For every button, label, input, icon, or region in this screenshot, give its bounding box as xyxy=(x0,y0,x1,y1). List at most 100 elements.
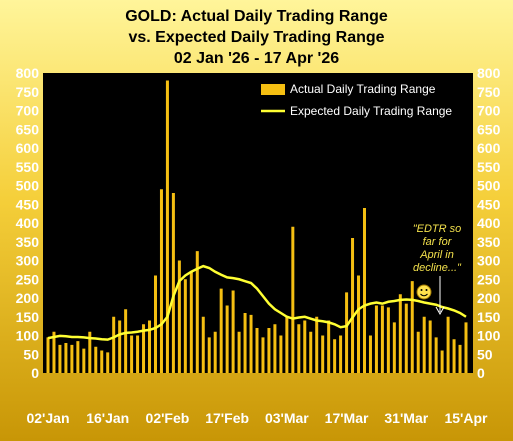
bar xyxy=(458,344,462,374)
x-axis: 02'Jan 16'Jan 02'Feb 17'Feb 03'Mar 17'Mar 31'M… xyxy=(26,410,488,426)
legend-bar-swatch xyxy=(261,84,285,95)
bar xyxy=(345,292,349,374)
bar xyxy=(130,335,134,373)
annotation-line-1: "EDTR so xyxy=(413,223,462,235)
annotation: "EDTR so far for April in decline..." xyxy=(413,223,462,316)
chart-title-line-1: GOLD: Actual Daily Trading Range xyxy=(125,8,388,25)
x-tick-label: 16'Jan xyxy=(86,410,129,426)
bar xyxy=(291,226,295,373)
x-tick-label: 02'Jan xyxy=(26,410,69,426)
y-tick-label-right: 0 xyxy=(477,365,485,381)
bar xyxy=(410,281,414,374)
y-tick-label-left: 350 xyxy=(16,234,40,250)
legend-line-label: Expected Daily Trading Range xyxy=(290,104,452,118)
bar xyxy=(392,322,396,374)
bar xyxy=(273,324,277,373)
bar xyxy=(136,335,140,373)
bar xyxy=(404,303,408,374)
bar xyxy=(386,307,390,374)
bar xyxy=(207,337,211,374)
bar xyxy=(159,189,163,373)
y-tick-label-right: 500 xyxy=(477,178,501,194)
y-tick-label-right: 400 xyxy=(477,215,501,231)
bar xyxy=(70,344,74,374)
y-tick-label-right: 550 xyxy=(477,159,501,175)
bar xyxy=(297,324,301,373)
y-tick-label-right: 350 xyxy=(477,234,501,250)
annotation-line-2: far for xyxy=(423,236,453,248)
bar xyxy=(321,335,325,373)
bar xyxy=(148,320,152,373)
bar xyxy=(315,316,319,373)
bar xyxy=(52,331,56,373)
chart-title-line-3: 02 Jan '26 - 17 Apr '26 xyxy=(173,50,340,67)
y-tick-label-left: 700 xyxy=(16,103,40,119)
y-tick-label-left: 200 xyxy=(16,290,40,306)
y-tick-label-left: 50 xyxy=(23,346,39,362)
y-tick-label-right: 50 xyxy=(477,346,493,362)
bar xyxy=(446,316,450,373)
bar xyxy=(183,279,187,373)
bar xyxy=(303,320,307,373)
bar xyxy=(416,331,420,373)
x-tick-label: 02'Feb xyxy=(146,410,190,426)
bars-group xyxy=(46,80,468,374)
y-tick-label-right: 700 xyxy=(477,103,501,119)
x-tick-label: 31'Mar xyxy=(384,410,428,426)
bar xyxy=(88,331,92,373)
smiley-icon xyxy=(416,284,432,300)
y-tick-label-right: 800 xyxy=(477,65,501,81)
y-tick-label-left: 500 xyxy=(16,178,40,194)
bar xyxy=(362,208,366,373)
y-tick-label-left: 400 xyxy=(16,215,40,231)
bar xyxy=(440,350,444,373)
chart-title-line-2: vs. Expected Daily Trading Range xyxy=(128,29,385,46)
y-tick-label-left: 750 xyxy=(16,84,40,100)
y-tick-label-right: 750 xyxy=(477,84,501,100)
y-tick-label-right: 150 xyxy=(477,309,501,325)
legend: Actual Daily Trading Range Expected Dail… xyxy=(261,82,452,118)
y-tick-label-left: 600 xyxy=(16,140,40,156)
bar xyxy=(249,314,253,374)
bar xyxy=(398,294,402,373)
bar xyxy=(124,309,128,373)
expected-range-line xyxy=(47,264,467,341)
bar xyxy=(434,337,438,374)
bar xyxy=(237,331,241,373)
bar xyxy=(100,350,104,373)
bar xyxy=(285,316,289,373)
y-tick-label-left: 650 xyxy=(16,121,40,137)
y-tick-label-left: 800 xyxy=(16,65,40,81)
bar xyxy=(153,275,157,373)
bar xyxy=(171,193,175,373)
bar xyxy=(195,251,199,374)
y-tick-label-left: 150 xyxy=(16,309,40,325)
bar xyxy=(368,335,372,373)
bar xyxy=(201,316,205,373)
bar xyxy=(339,335,343,373)
bar xyxy=(333,339,337,373)
bar xyxy=(106,352,110,374)
bar xyxy=(76,341,80,374)
legend-bar-label: Actual Daily Trading Range xyxy=(290,82,436,96)
bar xyxy=(279,335,283,373)
y-tick-label-left: 450 xyxy=(16,196,40,212)
bar xyxy=(351,238,355,373)
bar xyxy=(94,346,98,373)
annotation-line-4: decline..." xyxy=(413,262,462,274)
bar xyxy=(428,320,432,373)
x-tick-label: 17'Mar xyxy=(325,410,369,426)
bar xyxy=(219,288,223,374)
bar xyxy=(213,331,217,373)
bar xyxy=(225,305,229,373)
x-tick-label: 15'Apr xyxy=(444,410,488,426)
bar xyxy=(112,316,116,373)
bar xyxy=(118,320,122,373)
bar xyxy=(142,324,146,373)
y-axis-left: 0 50 100 150 200 250 300 350 400 450 500 550 600 650 7… xyxy=(16,65,40,381)
y-tick-label-right: 650 xyxy=(477,121,501,137)
y-tick-label-right: 450 xyxy=(477,196,501,212)
bar xyxy=(231,290,235,373)
x-tick-label: 03'Mar xyxy=(265,410,309,426)
